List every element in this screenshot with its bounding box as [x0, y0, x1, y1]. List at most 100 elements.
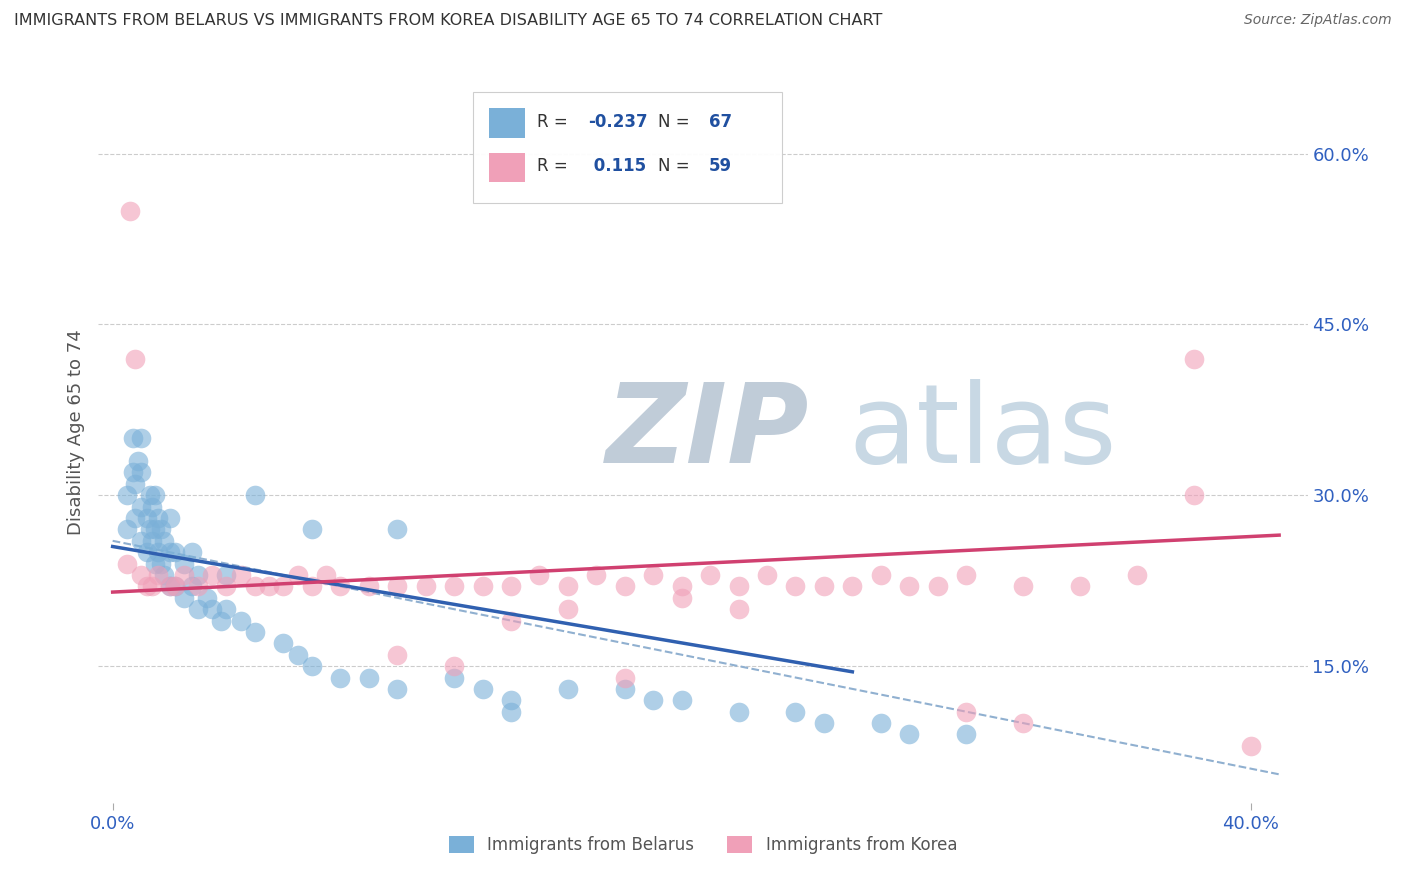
Point	[671, 591, 693, 605]
Point	[785, 705, 807, 719]
Point	[585, 568, 607, 582]
Point	[1240, 739, 1263, 753]
FancyBboxPatch shape	[489, 153, 526, 182]
Point	[159, 545, 181, 559]
Point	[143, 523, 166, 537]
Point	[209, 614, 232, 628]
Point	[159, 579, 181, 593]
Text: N =: N =	[658, 112, 695, 130]
Point	[813, 716, 835, 731]
Point	[385, 681, 408, 696]
Point	[127, 454, 149, 468]
Point	[1182, 488, 1205, 502]
Point	[215, 579, 238, 593]
Point	[385, 523, 408, 537]
Point	[146, 511, 169, 525]
Point	[141, 579, 163, 593]
Point	[201, 602, 224, 616]
Point	[215, 602, 238, 616]
Point	[115, 523, 138, 537]
Point	[357, 671, 380, 685]
Point	[181, 579, 204, 593]
Text: Source: ZipAtlas.com: Source: ZipAtlas.com	[1244, 13, 1392, 28]
Point	[329, 671, 352, 685]
Point	[471, 579, 494, 593]
Point	[121, 431, 143, 445]
Point	[229, 614, 252, 628]
FancyBboxPatch shape	[474, 92, 782, 203]
Point	[129, 500, 152, 514]
Point	[138, 488, 160, 502]
Point	[138, 523, 160, 537]
Point	[115, 557, 138, 571]
Point	[165, 579, 187, 593]
Point	[165, 545, 187, 559]
Point	[273, 636, 295, 650]
Point	[243, 488, 266, 502]
Point	[141, 533, 163, 548]
Point	[129, 533, 152, 548]
Point	[529, 568, 551, 582]
Point	[727, 602, 749, 616]
Point	[671, 693, 693, 707]
Text: N =: N =	[658, 157, 695, 175]
Point	[146, 568, 169, 582]
Point	[135, 545, 157, 559]
Point	[443, 671, 465, 685]
Point	[785, 579, 807, 593]
Text: 59: 59	[709, 157, 733, 175]
Text: R =: R =	[537, 112, 574, 130]
Point	[671, 579, 693, 593]
Point	[557, 602, 579, 616]
Point	[955, 727, 977, 741]
Point	[557, 579, 579, 593]
Point	[153, 533, 176, 548]
Point	[181, 545, 204, 559]
Point	[173, 591, 195, 605]
Point	[841, 579, 863, 593]
Point	[150, 557, 173, 571]
Text: 67: 67	[709, 112, 733, 130]
Point	[165, 579, 187, 593]
Point	[273, 579, 295, 593]
Text: R =: R =	[537, 157, 574, 175]
Point	[385, 648, 408, 662]
Point	[195, 591, 218, 605]
Point	[187, 568, 209, 582]
Point	[1069, 579, 1091, 593]
Point	[243, 579, 266, 593]
Point	[124, 476, 146, 491]
Point	[955, 568, 977, 582]
Point	[257, 579, 280, 593]
Point	[150, 523, 173, 537]
Point	[727, 579, 749, 593]
Point	[499, 705, 522, 719]
Point	[173, 557, 195, 571]
Text: 0.115: 0.115	[588, 157, 647, 175]
Point	[146, 545, 169, 559]
Point	[187, 579, 209, 593]
Point	[1012, 579, 1035, 593]
Point	[159, 579, 181, 593]
Point	[124, 511, 146, 525]
Point	[143, 557, 166, 571]
Point	[315, 568, 337, 582]
Point	[499, 579, 522, 593]
Point	[613, 681, 636, 696]
Point	[613, 579, 636, 593]
Point	[129, 568, 152, 582]
Point	[415, 579, 437, 593]
Point	[301, 659, 323, 673]
Point	[159, 511, 181, 525]
Point	[287, 568, 309, 582]
Point	[613, 671, 636, 685]
Text: atlas: atlas	[848, 379, 1116, 486]
Point	[143, 488, 166, 502]
Point	[756, 568, 779, 582]
Point	[173, 568, 195, 582]
Point	[201, 568, 224, 582]
Point	[1126, 568, 1149, 582]
Point	[1012, 716, 1035, 731]
Y-axis label: Disability Age 65 to 74: Disability Age 65 to 74	[66, 330, 84, 535]
Point	[141, 500, 163, 514]
